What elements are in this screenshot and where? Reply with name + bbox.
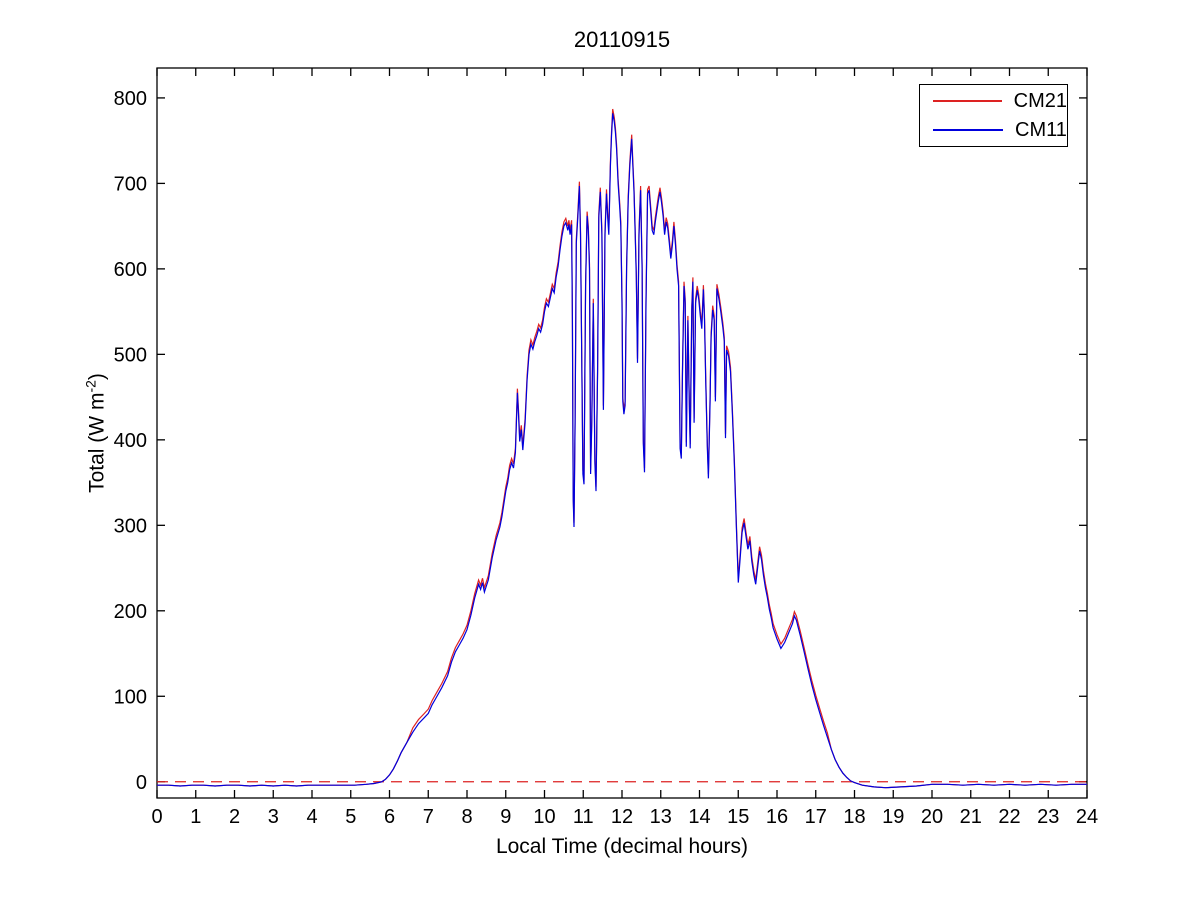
legend-entry-cm11: CM11	[920, 117, 1067, 144]
legend-label-cm21: CM21	[1013, 89, 1067, 112]
y-tick-label: 0	[136, 772, 147, 794]
cm21-line-swatch	[933, 99, 1002, 102]
y-axis-label-suffix: )	[85, 373, 109, 381]
y-tick-label: 700	[114, 173, 147, 195]
y-axis-label-exponent: -2	[82, 380, 99, 393]
x-tick-label: 15	[727, 806, 749, 828]
x-tick-label: 22	[998, 806, 1020, 828]
x-tick-label: 14	[688, 806, 710, 828]
legend-label-cm11: CM11	[1015, 119, 1067, 142]
y-tick-label: 800	[114, 88, 147, 110]
cm11-line-swatch	[933, 129, 1003, 132]
x-tick-label: 10	[533, 806, 555, 828]
y-axis-label: Total (W m-2)	[83, 373, 110, 493]
legend-entry-cm21: CM21	[920, 87, 1067, 114]
cm21-line	[157, 108, 1087, 789]
x-tick-label: 7	[423, 806, 434, 828]
x-axis-label: Local Time (decimal hours)	[495, 835, 749, 858]
axes-box	[156, 67, 1088, 799]
x-tick-label: 17	[805, 806, 827, 828]
legend-box: CM21 CM11	[919, 84, 1068, 147]
x-tick-label: 9	[500, 806, 511, 828]
x-tick-label: 0	[151, 806, 162, 828]
x-tick-label: 18	[843, 806, 865, 828]
x-tick-label: 8	[461, 806, 472, 828]
y-tick-label: 200	[114, 601, 147, 623]
x-tick-label: 3	[268, 806, 279, 828]
cm11-line	[157, 113, 1087, 789]
y-tick-label: 600	[114, 259, 147, 281]
x-tick-label: 21	[960, 806, 982, 828]
x-tick-label: 24	[1076, 806, 1098, 828]
chart-title: 20110915	[573, 27, 671, 52]
y-axis-label-text: Total (W m	[85, 392, 109, 493]
x-tick-label: 11	[573, 806, 594, 828]
x-tick-label: 16	[766, 806, 788, 828]
y-tick-label: 100	[114, 686, 147, 708]
x-tick-label: 20	[921, 806, 943, 828]
x-tick-label: 6	[384, 806, 395, 828]
x-tick-label: 12	[611, 806, 633, 828]
y-tick-label: 400	[114, 430, 147, 452]
y-tick-label: 300	[114, 515, 147, 537]
x-tick-label: 2	[229, 806, 240, 828]
x-tick-label: 5	[345, 806, 356, 828]
x-tick-label: 19	[882, 806, 904, 828]
x-tick-label: 23	[1037, 806, 1059, 828]
y-tick-label: 500	[114, 344, 147, 366]
x-tick-label: 1	[190, 806, 201, 828]
x-tick-label: 4	[306, 806, 317, 828]
x-tick-label: 13	[650, 806, 672, 828]
